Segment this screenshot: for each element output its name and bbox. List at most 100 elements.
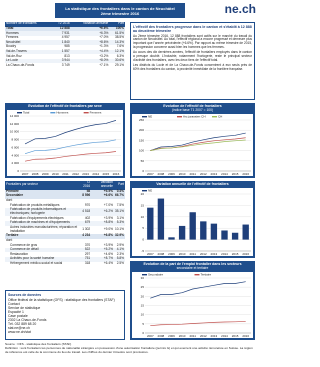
sources-line: Tél. 032 889 68 20 (8, 322, 37, 326)
legend-swatch (50, 112, 56, 114)
legend-label: NE (148, 188, 152, 192)
x-tick-label: 2015 (232, 252, 239, 256)
y-tick-label: 10 (141, 215, 145, 219)
cell: +6.2% (91, 207, 114, 217)
cell: Boudry (6, 44, 17, 49)
detail-row: Fabrication de produits métalliques 970 +7… (5, 203, 125, 208)
cell: 6.3% (116, 53, 124, 58)
cell: Total (5, 26, 52, 32)
sources-line: 2302 La Chaux-de-Fonds (8, 318, 47, 322)
cell: 318 (84, 260, 91, 265)
line (150, 139, 246, 151)
bar (178, 225, 186, 240)
legend-label: NE (148, 114, 152, 118)
legend-swatch (142, 274, 147, 276)
detail-row: Commerce de gros 370 +3.9% 2.9% (5, 243, 125, 248)
x-tick-label: 2014 (221, 334, 228, 338)
chart-title: Evolution de la part de l'emploi frontal… (143, 262, 241, 266)
chart-subtitle: secondaire et tertiaire (177, 266, 209, 270)
footer-source: Source : OFS - statistique des frontalie… (5, 342, 72, 346)
sources-line: www.ne.ch/stat (8, 330, 31, 334)
cell: 2.9% (116, 242, 124, 247)
legend-swatch (17, 112, 22, 114)
cell: 985 (64, 44, 70, 49)
cell: 522 (79, 247, 92, 253)
x-tick-label: 2008 (158, 172, 165, 176)
y-tick-label: -5 (141, 249, 144, 253)
y-tick-label: 0 (142, 331, 144, 335)
x-tick-label: 2010 (179, 334, 186, 338)
table-sector: Frontaliers par secteur T2 2016 Variation … (5, 181, 125, 266)
x-tick-label: 2014 (221, 172, 228, 176)
subtitle: 2ème trimestre 2016 (100, 11, 140, 16)
y-tick-label: 12 000 (10, 122, 20, 126)
row: La Chaux-de-Fonds 3 749 +7.1% 29.1% (5, 63, 125, 68)
x-tick-label: 2007 (147, 334, 154, 338)
cell: 66.7% (113, 193, 125, 199)
y-tick-label: 5 (142, 322, 144, 326)
y-tick-label: 250 (139, 118, 144, 122)
x-tick-label: 2012 (200, 252, 207, 256)
x-tick-label: 2014 (92, 172, 99, 176)
detail-row: Fabrication d'équipements électriques 402… (5, 216, 125, 221)
y-tick-label: 50 (141, 159, 145, 163)
sources-title: Sources de données (8, 293, 42, 297)
bar (242, 224, 249, 240)
y-tick-label: 15 (141, 304, 145, 308)
charts: Evolution de l'effectif de frontaliers p… (5, 103, 255, 340)
cell: Hébergement médico-social et social (10, 260, 63, 265)
cell: +6.4% (103, 260, 113, 265)
plot-background (7, 110, 123, 176)
cell: 751 (79, 257, 92, 262)
y-tick-label: 30 (141, 276, 145, 280)
x-tick-label: 2007 (147, 252, 154, 256)
cell: 4 518 (79, 207, 92, 217)
x-tick-label: 2016 (242, 334, 249, 338)
cell: Commerce de détail (5, 247, 80, 253)
cell: 35.1% (113, 207, 125, 217)
cell: +5.2% (91, 247, 114, 253)
detail-row: Hébergement médico-social et social 318 +6… (5, 260, 125, 267)
cell: +8.6% (70, 40, 110, 45)
title: La statistique des frontaliers dans le c… (65, 6, 175, 11)
y-tick-label: 6 000 (11, 145, 19, 149)
sources-line: Office fédéral de la statistique (OFS) :… (8, 298, 115, 302)
sources-line: Espacité 1 (8, 310, 24, 314)
cell: 7.6% (116, 44, 124, 49)
bar (168, 237, 175, 240)
y-tick-label: 0 (142, 238, 144, 242)
cell: 12.1% (109, 49, 125, 55)
x-tick-label: 2012 (200, 334, 207, 338)
row: Neuchâtel 1 840 +8.6% 14.3% (5, 40, 125, 45)
column-header: Frontaliers par secteur (5, 181, 80, 190)
news-paragraph: Au cours des dix dernières années, l'eff… (133, 50, 252, 62)
cell: 5.3% (113, 221, 125, 226)
bar (210, 223, 218, 240)
table: Frontaliers par secteur T2 2016 Variation … (5, 181, 125, 266)
y-tick-label: 25 (141, 285, 145, 289)
line (24, 151, 116, 162)
column-header: Variation annuelle (91, 181, 114, 190)
chart-panel: Evolution de l'effectif de frontaliers(i… (130, 103, 255, 178)
x-tick-label: 2013 (211, 172, 218, 176)
y-tick-label: 2 000 (11, 161, 19, 165)
x-tick-label: 2010 (179, 172, 186, 176)
cell: 29.1% (114, 62, 124, 67)
cell: Secondaire (5, 194, 80, 199)
chart-panel: Evolution de l'effectif de frontaliers p… (5, 103, 125, 178)
chart-title: Evolution de l'effectif de frontaliers p… (28, 104, 102, 108)
cell: 12 888 (51, 26, 71, 32)
cell: 3 944 (51, 58, 71, 64)
news-paragraph: Au 2ème trimestre 2016, 12 888 frontalie… (133, 33, 252, 49)
legend-label: Femmes (90, 110, 102, 114)
cell: +1.3% (99, 44, 109, 49)
cell: 370 (84, 242, 91, 247)
x-tick-label: 2012 (200, 172, 207, 176)
cell: 100% (109, 26, 125, 32)
cell: 10.1% (114, 226, 124, 231)
detail-row: Restauration 297 +4.6% 2.3% (5, 252, 125, 257)
cell: 4.1% (113, 247, 125, 253)
x-tick-label: 2011 (189, 252, 196, 256)
cell: 30.6% (109, 58, 125, 64)
